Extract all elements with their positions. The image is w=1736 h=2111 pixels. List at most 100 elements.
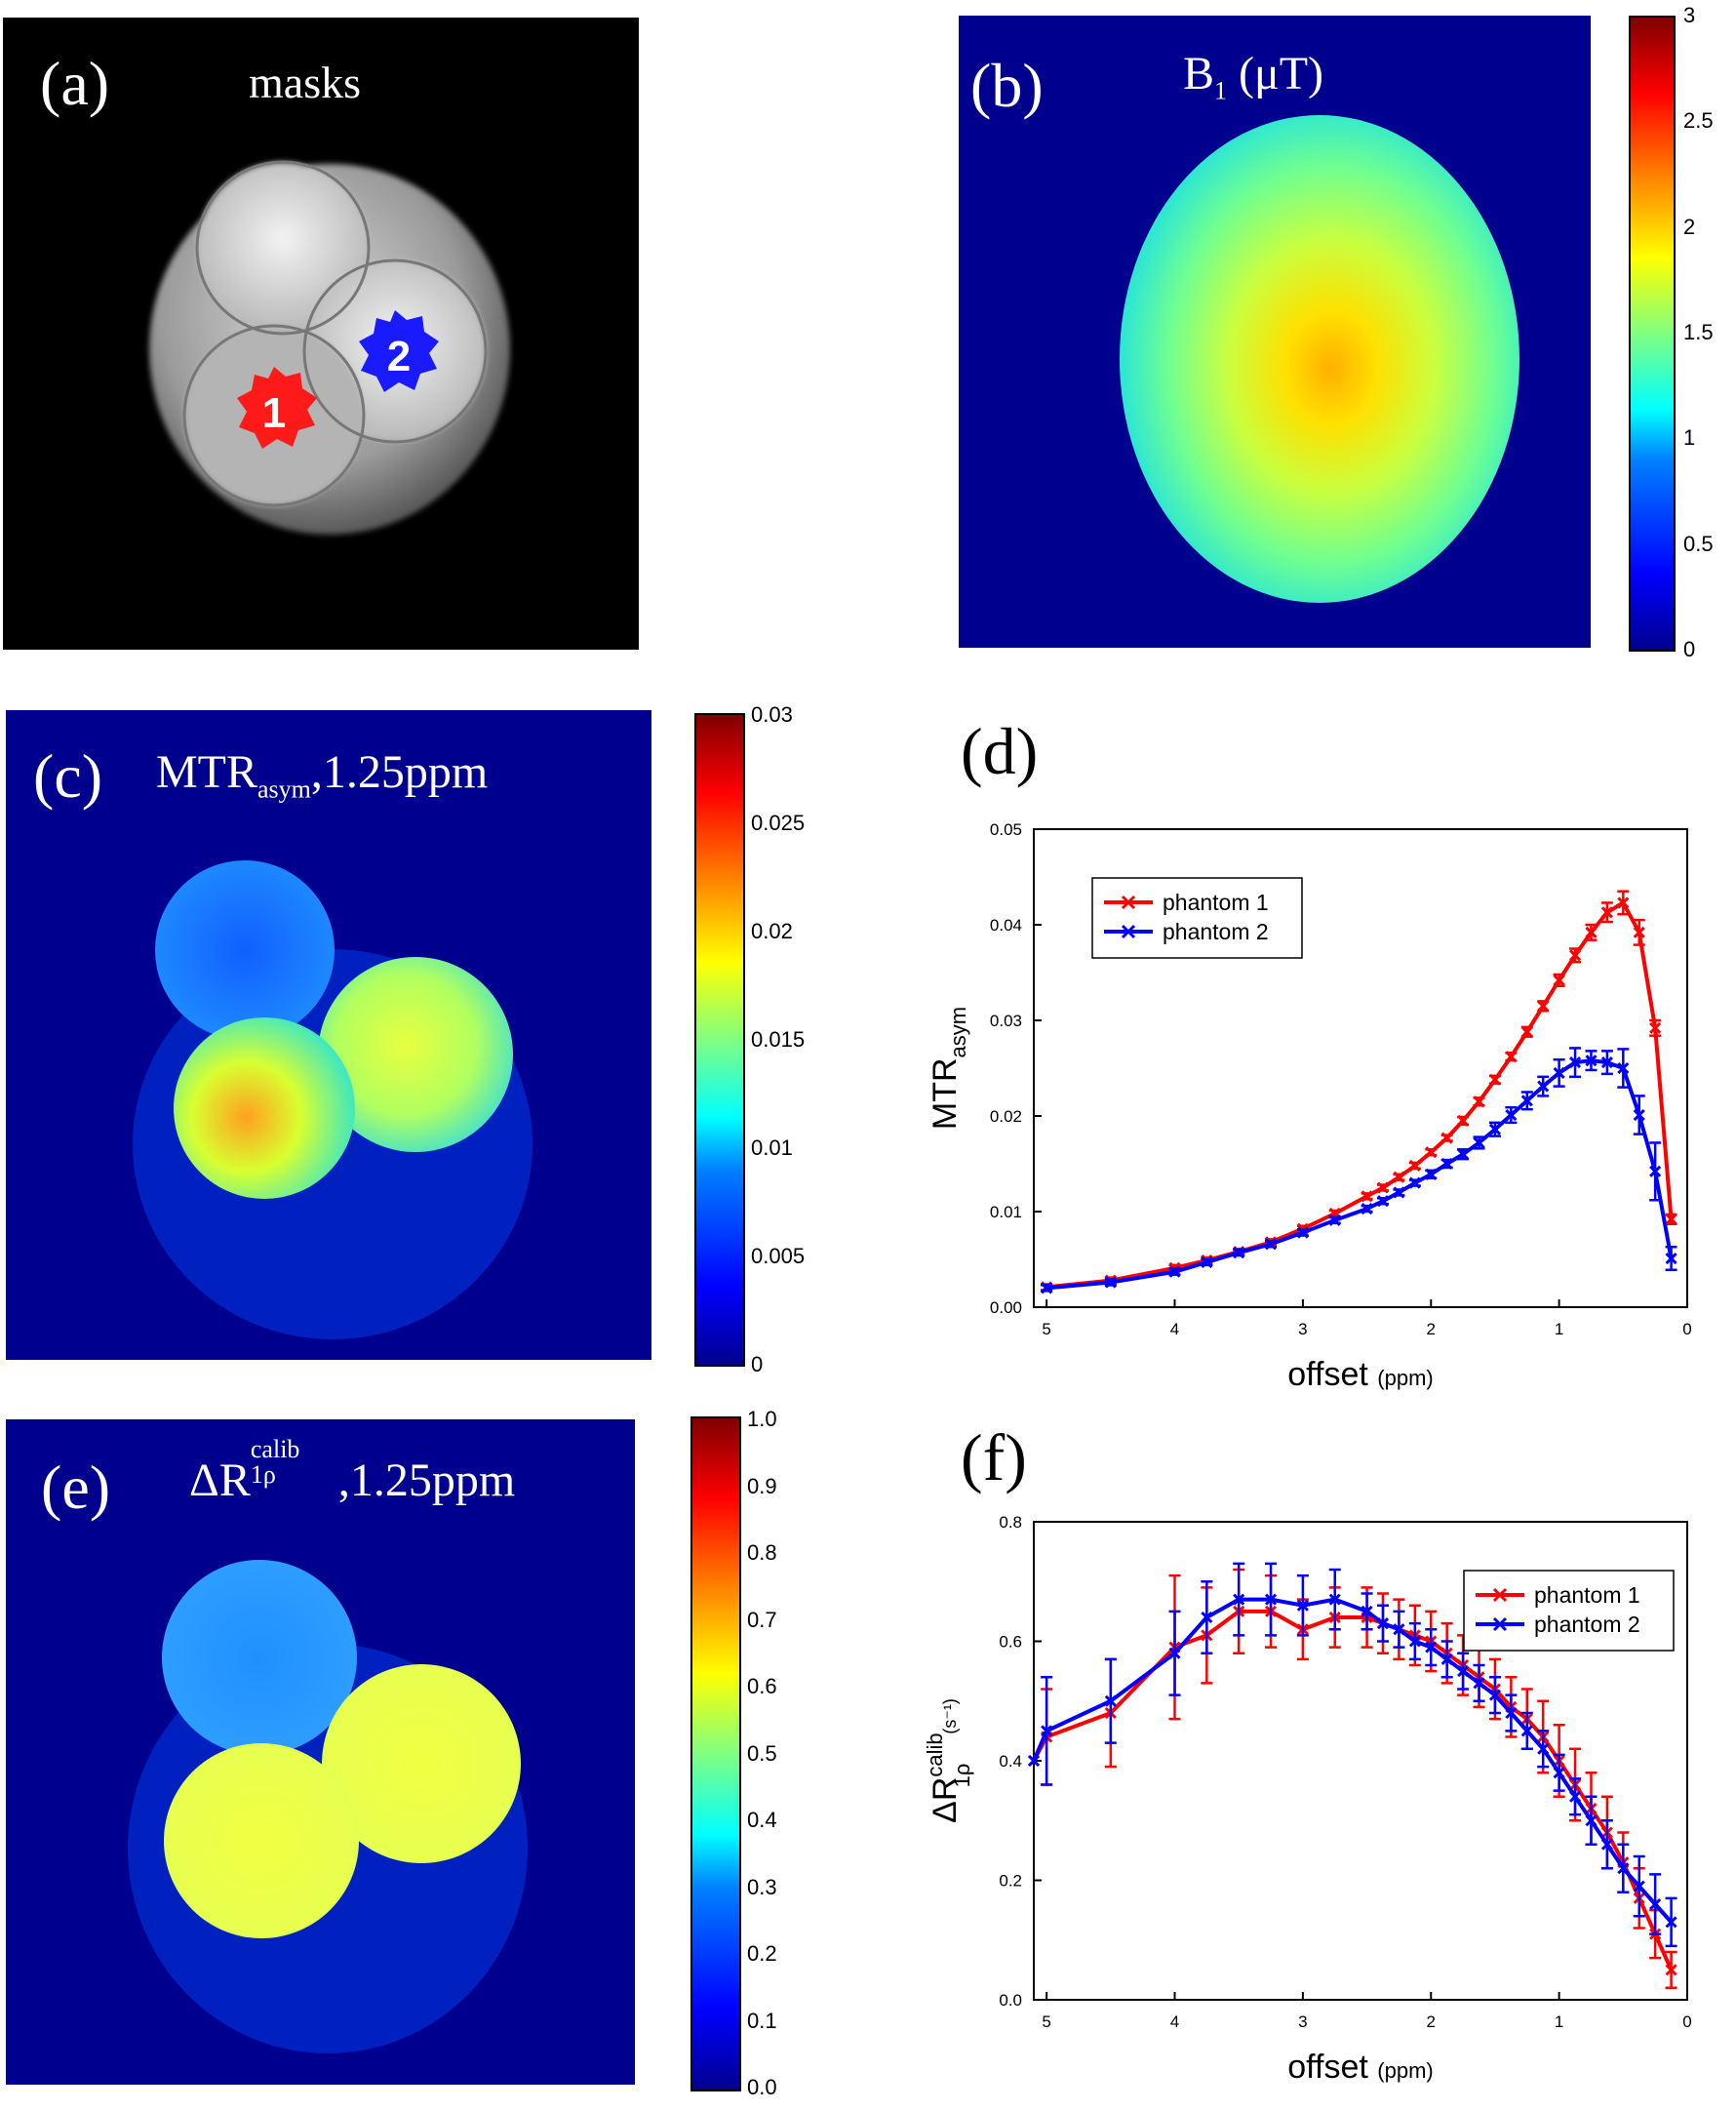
data-point-marker [1376, 1195, 1390, 1208]
data-point-marker [1393, 1186, 1405, 1199]
data-point-marker [1376, 1617, 1390, 1630]
cbar-c-ticks-tick: 0.025 [751, 811, 806, 835]
y-tick-label: 0.8 [999, 1513, 1022, 1532]
data-point-marker [1457, 1148, 1470, 1161]
data-point-marker [1296, 1599, 1309, 1612]
legend-marker [1121, 895, 1136, 910]
cbar-b-ticks-tick: 1 [1683, 425, 1696, 451]
x-tick-label: 2 [1427, 2012, 1436, 2031]
data-point-marker [1665, 1252, 1677, 1265]
data-point-marker [1585, 1055, 1598, 1067]
legend-entry: phantom 1 [1534, 1582, 1640, 1608]
data-point-marker [1488, 1123, 1502, 1135]
data-point-marker [1041, 1725, 1053, 1737]
data-point-marker [1633, 926, 1645, 938]
data-point-marker [1520, 1725, 1533, 1737]
data-point-marker [1361, 1605, 1373, 1617]
cbar-e-ticks-tick: 1.0 [747, 1407, 777, 1431]
data-point-marker [1408, 1159, 1421, 1173]
data-point-marker [1264, 1593, 1278, 1606]
b-title-unit: (μT) [1227, 48, 1324, 100]
cbar-e-ticks-tick: 0.4 [747, 1808, 777, 1832]
data-point-marker [1665, 1213, 1677, 1225]
data-point-marker [1520, 1095, 1533, 1107]
data-point-marker [1168, 1265, 1181, 1278]
panel-e-label: (e) [41, 1453, 111, 1522]
panel-e-title: ΔR calib 1ρ ,1.25ppm [189, 1437, 515, 1504]
data-point-marker [1600, 906, 1613, 919]
b-title-sub: 1 [1214, 76, 1228, 105]
panel-c-mtrasym-map: (c) MTRasym,1.25ppm [6, 710, 651, 1360]
y-tick-label: 0.05 [990, 820, 1022, 839]
x-tick-label: 1 [1555, 2012, 1563, 2031]
cbar-e-ticks-tick: 0.2 [747, 1941, 777, 1966]
data-point-marker [1505, 1108, 1518, 1122]
x-tick-label: 4 [1170, 2012, 1179, 2031]
data-point-marker [1665, 1916, 1677, 1929]
data-point-marker [1617, 1862, 1630, 1875]
data-point-marker [1264, 1238, 1278, 1251]
x-tick-label: 5 [1042, 1320, 1050, 1338]
cbar-c-ticks-tick: 0.03 [751, 702, 793, 727]
c-title-sub: asym [257, 775, 311, 804]
data-point-marker [1488, 1689, 1502, 1701]
data-point-marker [1361, 1190, 1373, 1203]
data-point-marker [1201, 1611, 1213, 1624]
y-axis-label-main: ΔR [927, 1777, 964, 1823]
x-axis-label: offset (ppm) [1287, 1356, 1433, 1393]
data-point-marker [1201, 1255, 1213, 1269]
x-tick-label: 0 [1682, 1320, 1691, 1338]
cbar-c-ticks-tick: 0 [751, 1352, 764, 1376]
panel-d-label: (d) [961, 714, 1039, 788]
data-point-marker [1585, 1814, 1598, 1827]
b-title-main: B [1183, 48, 1215, 100]
data-point-marker [1649, 1021, 1662, 1034]
data-point-marker [1473, 1095, 1485, 1108]
data-point-marker [1233, 1593, 1245, 1606]
data-point-marker [1553, 974, 1565, 986]
data-point-marker [1041, 1282, 1053, 1294]
b1-map-image [1120, 115, 1519, 603]
data-point-marker [1168, 1647, 1181, 1659]
cbar-c-ticks-tick: 0.005 [751, 1244, 806, 1268]
data-point-marker [1505, 1706, 1518, 1720]
data-point-marker [1568, 1790, 1582, 1803]
cbar-e-ticks-tick: 0.7 [747, 1607, 777, 1632]
data-point-marker [1328, 1593, 1341, 1606]
data-point-marker [1425, 1641, 1438, 1653]
data-point-marker [1440, 1132, 1453, 1144]
panel-b-b1-map: (b) B1 (μT) [959, 16, 1591, 648]
data-point-marker [1027, 1754, 1041, 1768]
legend-entry: phantom 1 [1163, 890, 1269, 915]
x-tick-label: 4 [1170, 1320, 1179, 1338]
data-point-marker [1649, 1897, 1662, 1911]
cbar-c-ticks-tick: 0.01 [751, 1135, 793, 1160]
cbar-b-ticks-tick: 2 [1683, 214, 1696, 239]
colorbar-e [690, 1416, 741, 2091]
mask-1-label: 1 [262, 389, 286, 437]
data-point-marker [1568, 1056, 1582, 1069]
data-point-marker [1633, 1108, 1645, 1122]
panel-c-title: MTRasym,1.25ppm [156, 749, 488, 803]
panel-a-title: masks [249, 58, 361, 107]
mask-1-region [237, 367, 317, 449]
data-point-marker [1600, 1056, 1613, 1069]
phantom-anatomical-image: 1 2 [149, 160, 510, 535]
data-point-marker [1473, 1136, 1485, 1149]
x-tick-label: 5 [1042, 2012, 1050, 2031]
data-point-marker [1553, 1066, 1565, 1079]
data-point-marker [1440, 1157, 1453, 1171]
cbar-c-ticks-tick: 0.02 [751, 919, 793, 943]
dr1rho-map-image [128, 1560, 528, 2053]
data-point-marker [1393, 1623, 1405, 1636]
data-point-marker [1425, 1146, 1438, 1159]
cbar-c-ticks-tick: 0.015 [751, 1027, 806, 1052]
data-point-marker [1104, 1276, 1117, 1289]
y-axis-label-sup: calib [923, 1733, 947, 1776]
data-point-marker [1393, 1171, 1405, 1183]
legend-marker [1121, 924, 1136, 939]
data-point-marker [1425, 1168, 1438, 1180]
x-tick-label: 3 [1298, 2012, 1307, 2031]
y-axis-label-sub: 1ρ [950, 1764, 974, 1788]
y-axis-label-unit: (s⁻¹) [940, 1698, 960, 1733]
